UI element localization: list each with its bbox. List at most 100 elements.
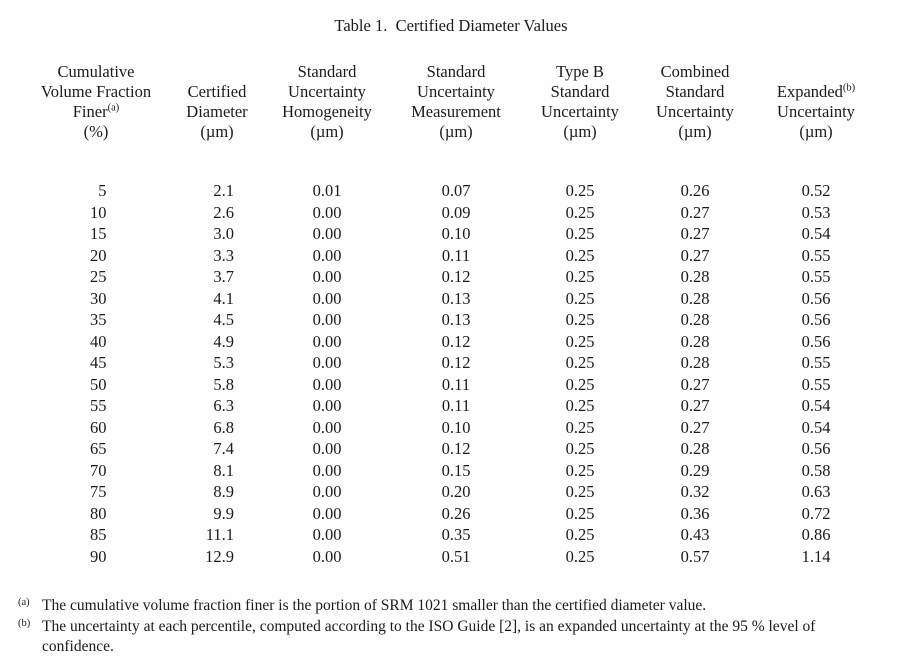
table-cell: 0.00 bbox=[312, 503, 342, 523]
table-cell: 0.00 bbox=[312, 439, 342, 458]
table-cell: 0.63 bbox=[801, 482, 831, 501]
table-cell: 0.28 bbox=[680, 288, 710, 308]
table-row: 50 5.8 0.00 0.11 0.25 0.27 0.55 bbox=[21, 374, 881, 396]
table-cell: 0.11 bbox=[441, 374, 471, 394]
table-cell: 0.27 bbox=[680, 245, 710, 265]
table-cell: 85 bbox=[90, 525, 107, 544]
footnote-b-text: The uncertainty at each percentile, comp… bbox=[42, 617, 816, 656]
table-cell: 6.8 bbox=[213, 417, 234, 437]
table-cell: 0.28 bbox=[680, 331, 710, 351]
table-cell: 0.54 bbox=[801, 417, 831, 437]
table-cell: 65 bbox=[90, 439, 107, 458]
table-cell: 0.00 bbox=[312, 331, 342, 351]
header-line: (µm) bbox=[310, 122, 344, 141]
header-line: Standard bbox=[665, 82, 725, 101]
table-cell: 8.1 bbox=[213, 460, 234, 480]
table-row: 5 2.1 0.01 0.07 0.25 0.26 0.52 bbox=[21, 180, 881, 202]
footnote-a-marker: (a) bbox=[18, 597, 30, 608]
header-line: Uncertainty bbox=[417, 82, 495, 101]
table-cell: 0.25 bbox=[565, 331, 595, 351]
table-cell: 0.12 bbox=[441, 353, 471, 372]
table-row: 80 9.9 0.00 0.26 0.25 0.36 0.72 bbox=[21, 503, 881, 525]
table-cell: 0.25 bbox=[565, 224, 595, 243]
table-row: 60 6.8 0.00 0.10 0.25 0.27 0.54 bbox=[21, 417, 881, 439]
table-cell: 0.09 bbox=[441, 202, 471, 222]
table-cell: 0.27 bbox=[680, 417, 710, 437]
table-cell: 0.54 bbox=[801, 396, 831, 415]
table-cell: 90 bbox=[90, 546, 107, 566]
table-cell: 4.1 bbox=[213, 288, 234, 308]
table-cell: 0.25 bbox=[565, 288, 595, 308]
table-cell: 0.13 bbox=[441, 288, 471, 308]
table-cell: 2.1 bbox=[213, 181, 234, 200]
header-line: Standard bbox=[550, 82, 610, 101]
table-row: 90 12.9 0.00 0.51 0.25 0.57 1.14 bbox=[21, 546, 881, 568]
table-cell: 0.11 bbox=[441, 245, 471, 265]
table-cell: 0.28 bbox=[680, 439, 710, 458]
table-row: 35 4.5 0.00 0.13 0.25 0.28 0.56 bbox=[21, 309, 881, 331]
table-cell: 0.00 bbox=[312, 525, 342, 544]
table-cell: 0.11 bbox=[441, 396, 471, 415]
header-line: Uncertainty bbox=[288, 82, 366, 101]
table-cell: 20 bbox=[90, 245, 107, 265]
table-cell: 0.25 bbox=[565, 417, 595, 437]
header-line: Uncertainty bbox=[656, 102, 734, 121]
table-cell: 0.12 bbox=[441, 267, 471, 286]
table-cell: 9.9 bbox=[213, 503, 234, 523]
header-line: Finer(a) bbox=[72, 102, 120, 121]
table-cell: 3.7 bbox=[213, 267, 234, 286]
table-cell: 0.00 bbox=[312, 460, 342, 480]
table-cell: 3.3 bbox=[213, 245, 234, 265]
table-cell: 15 bbox=[90, 224, 107, 243]
table-cell: 0.36 bbox=[680, 503, 710, 523]
header-line: Uncertainty bbox=[777, 102, 855, 121]
header-line: Expanded(b) bbox=[776, 82, 856, 101]
table-cell: 0.55 bbox=[801, 374, 831, 394]
table-cell: 11.1 bbox=[205, 525, 234, 544]
table-cell: 0.56 bbox=[801, 331, 831, 351]
table-cell: 0.25 bbox=[565, 439, 595, 458]
table-cell: 0.20 bbox=[441, 482, 471, 501]
table-cell: 0.00 bbox=[312, 546, 342, 566]
table-cell: 4.5 bbox=[213, 310, 234, 329]
table-cell: 35 bbox=[90, 310, 107, 329]
table-row: 45 5.3 0.00 0.12 0.25 0.28 0.55 bbox=[21, 352, 881, 374]
table-cell: 0.28 bbox=[680, 353, 710, 372]
header-line: (%) bbox=[83, 122, 109, 141]
table-cell: 5 bbox=[98, 181, 107, 200]
table-cell: 0.00 bbox=[312, 202, 342, 222]
table-cell: 4.9 bbox=[213, 331, 234, 351]
table-cell: 0.28 bbox=[680, 267, 710, 286]
table-row: 20 3.3 0.00 0.11 0.25 0.27 0.55 bbox=[21, 245, 881, 267]
table-cell: 0.25 bbox=[565, 181, 595, 200]
table-cell: 0.07 bbox=[441, 181, 471, 200]
table-cell: 0.25 bbox=[565, 353, 595, 372]
table-row: 10 2.6 0.00 0.09 0.25 0.27 0.53 bbox=[21, 202, 881, 224]
table-cell: 0.55 bbox=[801, 245, 831, 265]
table-cell: 0.55 bbox=[801, 353, 831, 372]
column-header-cumulative-volume-fraction-finer: Cumulative Volume Fraction Finer(a) (%) bbox=[21, 62, 171, 142]
column-header-combined-standard-uncertainty: Combined Standard Uncertainty (µm) bbox=[639, 62, 751, 142]
table-row: 30 4.1 0.00 0.13 0.25 0.28 0.56 bbox=[21, 288, 881, 310]
table-row: 70 8.1 0.00 0.15 0.25 0.29 0.58 bbox=[21, 460, 881, 482]
table-cell: 80 bbox=[90, 503, 107, 523]
column-header-type-b-standard-uncertainty: Type B Standard Uncertainty (µm) bbox=[521, 62, 639, 142]
table-row: 85 11.1 0.00 0.35 0.25 0.43 0.86 bbox=[21, 524, 881, 546]
table-cell: 55 bbox=[90, 396, 107, 415]
header-row: Cumulative Volume Fraction Finer(a) (%) Cert… bbox=[21, 62, 881, 142]
table-cell: 12.9 bbox=[205, 546, 234, 566]
table-cell: 0.25 bbox=[565, 546, 595, 566]
table-cell: 0.00 bbox=[312, 417, 342, 437]
table-cell: 0.56 bbox=[801, 288, 831, 308]
header-line: Uncertainty bbox=[541, 102, 619, 121]
table-cell: 7.4 bbox=[213, 439, 234, 458]
table-cell: 0.58 bbox=[801, 460, 831, 480]
table-cell: 0.86 bbox=[801, 525, 831, 544]
table-cell: 0.72 bbox=[801, 503, 831, 523]
table-cell: 0.54 bbox=[801, 224, 831, 243]
table-cell: 0.00 bbox=[312, 482, 342, 501]
header-line: (µm) bbox=[439, 122, 473, 141]
table-title: Table 1. Certified Diameter Values bbox=[334, 16, 568, 35]
table-cell: 0.12 bbox=[441, 439, 471, 458]
